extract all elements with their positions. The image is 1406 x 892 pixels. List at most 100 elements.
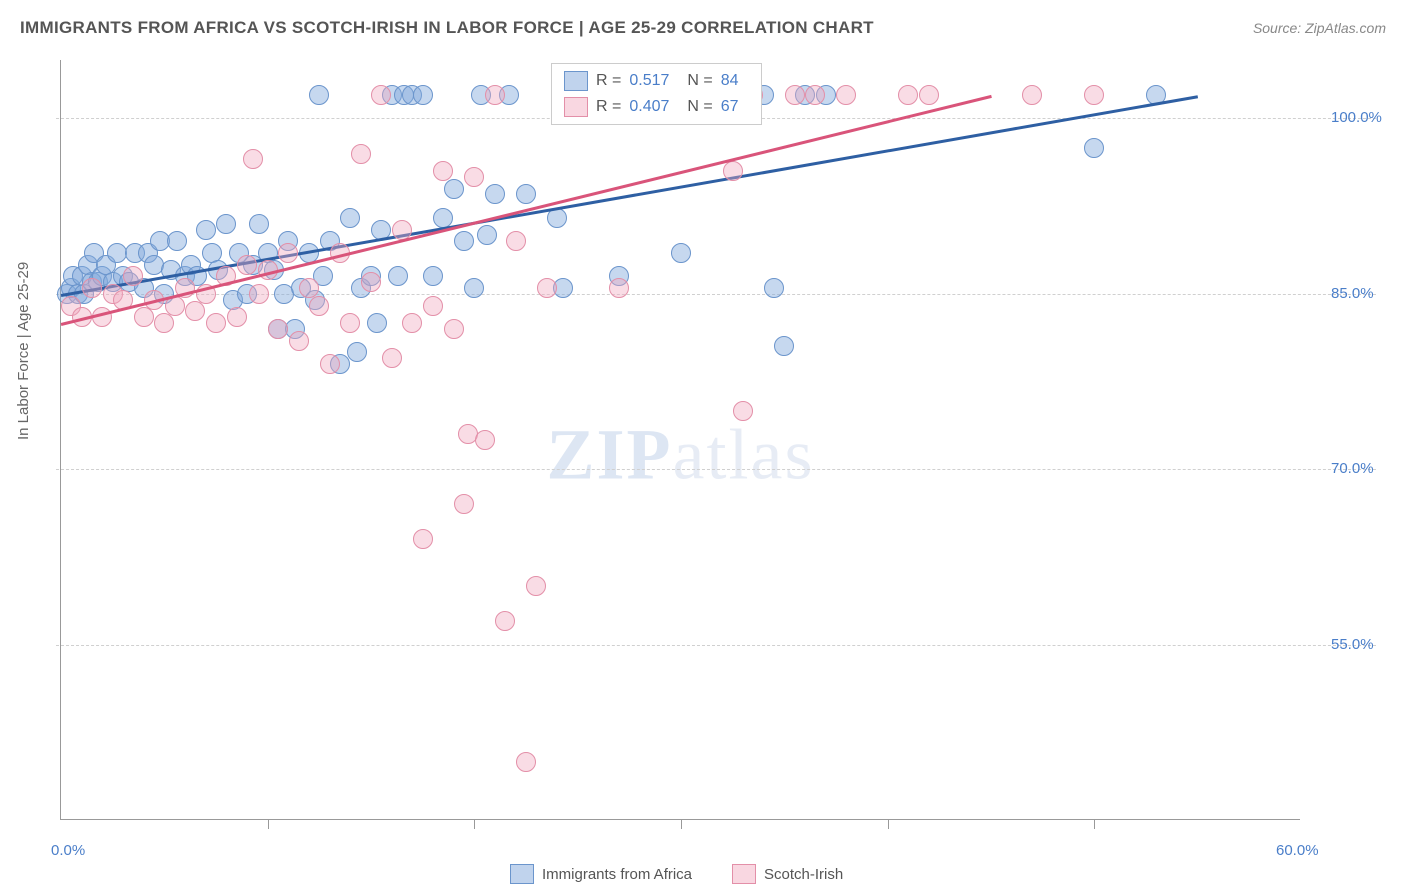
scatter-point	[309, 296, 329, 316]
scatter-point	[268, 319, 288, 339]
x-tick	[474, 819, 475, 829]
watermark: ZIPatlas	[547, 413, 815, 496]
scatter-point	[371, 85, 391, 105]
scatter-point	[123, 266, 143, 286]
scatter-point	[423, 296, 443, 316]
scatter-point	[227, 307, 247, 327]
r-value-blue: 0.517	[629, 72, 669, 90]
scatter-point	[1084, 85, 1104, 105]
series-legend: Immigrants from Africa Scotch-Irish	[510, 864, 843, 884]
scatter-point	[107, 243, 127, 263]
scatter-point	[361, 272, 381, 292]
plot-area: ZIPatlas R = 0.517 N = 84 R = 0.407 N = …	[60, 60, 1300, 820]
scatter-point	[167, 231, 187, 251]
scatter-point	[249, 214, 269, 234]
scatter-point	[249, 284, 269, 304]
scatter-point	[475, 430, 495, 450]
scatter-point	[206, 313, 226, 333]
scatter-point	[919, 85, 939, 105]
x-tick-label: 0.0%	[51, 842, 85, 859]
scatter-point	[671, 243, 691, 263]
scatter-point	[836, 85, 856, 105]
y-axis-title: In Labor Force | Age 25-29	[15, 262, 32, 440]
scatter-point	[382, 348, 402, 368]
n-label: N =	[687, 98, 712, 116]
x-tick	[888, 819, 889, 829]
scatter-point	[464, 167, 484, 187]
trend-line	[61, 95, 992, 325]
scatter-point	[454, 231, 474, 251]
trend-line	[61, 95, 1198, 296]
scatter-point	[764, 278, 784, 298]
scatter-point	[196, 220, 216, 240]
scatter-point	[444, 179, 464, 199]
swatch-pink-icon	[564, 97, 588, 117]
n-label: N =	[687, 72, 712, 90]
scatter-point	[154, 313, 174, 333]
chart-title: IMMIGRANTS FROM AFRICA VS SCOTCH-IRISH I…	[20, 18, 874, 38]
scatter-point	[289, 331, 309, 351]
x-tick-label: 60.0%	[1276, 842, 1319, 859]
legend-row-pink: R = 0.407 N = 67	[564, 94, 749, 120]
y-tick-label: 55.0%	[1331, 636, 1374, 653]
scatter-point	[774, 336, 794, 356]
x-tick	[268, 819, 269, 829]
scatter-point	[367, 313, 387, 333]
title-bar: IMMIGRANTS FROM AFRICA VS SCOTCH-IRISH I…	[20, 18, 1386, 38]
swatch-pink-icon	[732, 864, 756, 884]
gridline	[56, 469, 1376, 470]
scatter-point	[733, 401, 753, 421]
n-value-pink: 67	[721, 98, 739, 116]
legend-item-pink: Scotch-Irish	[732, 864, 843, 884]
r-value-pink: 0.407	[629, 98, 669, 116]
legend-label-blue: Immigrants from Africa	[542, 866, 692, 883]
scatter-point	[444, 319, 464, 339]
scatter-point	[433, 161, 453, 181]
scatter-point	[516, 752, 536, 772]
scatter-point	[351, 144, 371, 164]
scatter-point	[309, 85, 329, 105]
scatter-point	[185, 301, 205, 321]
swatch-blue-icon	[564, 71, 588, 91]
scatter-point	[340, 208, 360, 228]
scatter-point	[526, 576, 546, 596]
scatter-point	[320, 354, 340, 374]
source-label: Source: ZipAtlas.com	[1253, 20, 1386, 36]
scatter-point	[464, 278, 484, 298]
scatter-point	[485, 184, 505, 204]
scatter-point	[477, 225, 497, 245]
scatter-point	[347, 342, 367, 362]
scatter-point	[506, 231, 526, 251]
y-tick-label: 85.0%	[1331, 285, 1374, 302]
swatch-blue-icon	[510, 864, 534, 884]
scatter-point	[388, 266, 408, 286]
correlation-legend: R = 0.517 N = 84 R = 0.407 N = 67	[551, 63, 762, 125]
watermark-atlas: atlas	[673, 414, 815, 494]
gridline	[56, 645, 1376, 646]
scatter-point	[413, 529, 433, 549]
r-label: R =	[596, 72, 621, 90]
scatter-point	[134, 307, 154, 327]
scatter-point	[413, 85, 433, 105]
scatter-point	[454, 494, 474, 514]
scatter-point	[216, 214, 236, 234]
scatter-point	[340, 313, 360, 333]
scatter-point	[237, 255, 257, 275]
legend-row-blue: R = 0.517 N = 84	[564, 68, 749, 94]
scatter-point	[805, 85, 825, 105]
scatter-point	[1084, 138, 1104, 158]
r-label: R =	[596, 98, 621, 116]
scatter-point	[723, 161, 743, 181]
scatter-point	[516, 184, 536, 204]
legend-item-blue: Immigrants from Africa	[510, 864, 692, 884]
scatter-point	[609, 278, 629, 298]
x-tick	[681, 819, 682, 829]
scatter-point	[402, 313, 422, 333]
n-value-blue: 84	[721, 72, 739, 90]
scatter-point	[82, 278, 102, 298]
correlation-chart: IMMIGRANTS FROM AFRICA VS SCOTCH-IRISH I…	[0, 0, 1406, 892]
scatter-point	[243, 149, 263, 169]
x-tick	[1094, 819, 1095, 829]
scatter-point	[785, 85, 805, 105]
scatter-point	[485, 85, 505, 105]
